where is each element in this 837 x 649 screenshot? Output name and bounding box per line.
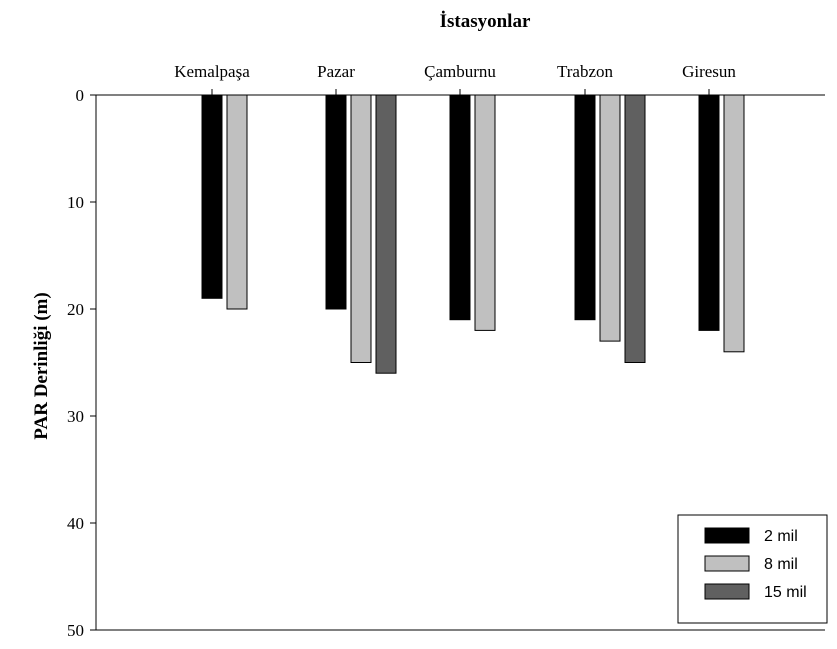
legend: 2 mil 8 mil 15 mil <box>677 514 828 624</box>
y-tick-label: 0 <box>76 86 85 105</box>
bar <box>350 94 372 363</box>
legend-label: 15 mil <box>764 584 807 601</box>
x-tick-label: Pazar <box>317 62 355 81</box>
bar <box>201 94 223 299</box>
bar <box>574 94 596 321</box>
legend-swatch <box>704 583 750 600</box>
bar <box>375 94 397 374</box>
y-tick-label: 50 <box>67 621 84 640</box>
bar <box>226 94 248 310</box>
y-tick-label: 20 <box>67 300 84 319</box>
bar <box>325 94 347 310</box>
legend-label: 8 mil <box>764 556 798 573</box>
y-tick-label: 40 <box>67 514 84 533</box>
y-axis-label: PAR Derinliği (m) <box>31 292 52 439</box>
plot-area: 0 10 20 30 40 50 Kemalpaşa Pazar Çamburnu Trabzon… <box>67 62 825 640</box>
y-tick-label: 30 <box>67 407 84 426</box>
chart-title: İstasyonlar <box>440 11 531 32</box>
bar <box>723 94 745 353</box>
bar <box>449 94 471 321</box>
legend-box <box>677 514 828 624</box>
legend-swatch <box>704 527 750 544</box>
x-tick-label: Trabzon <box>557 62 614 81</box>
x-tick-label: Çamburnu <box>424 62 496 81</box>
legend-swatch <box>704 555 750 572</box>
legend-label: 2 mil <box>764 528 798 545</box>
bar <box>624 94 646 363</box>
x-tick-label: Giresun <box>682 62 736 81</box>
bar <box>599 94 621 342</box>
bar <box>474 94 496 331</box>
y-tick-label: 10 <box>67 193 84 212</box>
x-tick-label: Kemalpaşa <box>174 62 250 81</box>
bar <box>698 94 720 331</box>
